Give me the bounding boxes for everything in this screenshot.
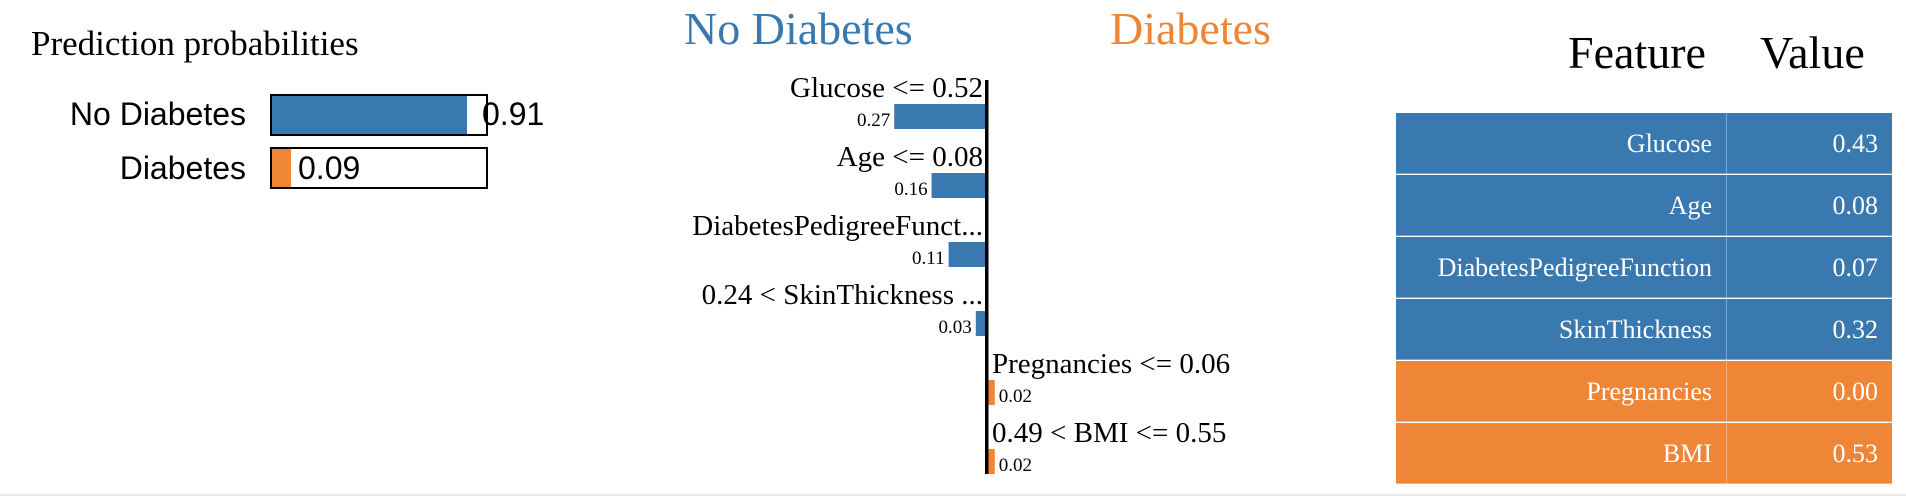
contribution-bar-6 [988, 449, 995, 474]
contribution-label-2: Age <= 0.08 [837, 141, 983, 173]
table-row: BMI 0.53 [1396, 423, 1892, 484]
prob-bar-fill-diabetes [272, 149, 291, 187]
table-header-value: Value [1760, 27, 1865, 78]
contribution-bar-5 [988, 380, 995, 405]
row-divider [1396, 297, 1892, 298]
class-header-diabetes: Diabetes [1110, 3, 1271, 54]
contribution-value-1: 0.27 [857, 110, 890, 131]
cell-divider [1726, 237, 1727, 298]
bottom-divider [0, 494, 1906, 496]
feature-name-cell: SkinThickness [1558, 315, 1712, 344]
feature-value-cell: 0.43 [1832, 129, 1879, 158]
table-header-feature: Feature [1568, 27, 1706, 78]
table-row: Glucose 0.43 [1396, 113, 1892, 174]
prob-label-no-diabetes: No Diabetes [69, 96, 246, 132]
prob-bar-diabetes [270, 147, 488, 189]
contribution-bar-3 [948, 242, 986, 267]
contribution-value-5: 0.02 [999, 386, 1032, 407]
table-row: Age 0.08 [1396, 175, 1892, 236]
contribution-bar-4 [975, 311, 986, 336]
feature-name-cell: Age [1668, 191, 1712, 220]
contribution-value-2: 0.16 [894, 179, 927, 200]
contribution-label-1: Glucose <= 0.52 [790, 72, 983, 104]
feature-name-cell: DiabetesPedigreeFunction [1437, 253, 1712, 282]
cell-divider [1726, 175, 1727, 236]
contribution-value-3: 0.11 [912, 248, 945, 269]
contribution-bar-1 [894, 104, 986, 129]
cell-divider [1726, 299, 1727, 360]
feature-name-cell: Glucose [1626, 129, 1712, 158]
row-divider [1396, 235, 1892, 236]
cell-divider [1726, 423, 1727, 484]
row-divider [1396, 483, 1892, 484]
contribution-label-4: 0.24 < SkinThickness ... [702, 279, 983, 311]
prob-bar-no-diabetes [270, 94, 488, 136]
cell-divider [1726, 113, 1727, 174]
contribution-bar-2 [931, 173, 986, 198]
center-axis [985, 80, 989, 474]
prob-bar-fill-no-diabetes [272, 96, 467, 134]
feature-value-cell: 0.53 [1832, 439, 1879, 468]
feature-value-cell: 0.08 [1832, 191, 1879, 220]
row-divider [1396, 359, 1892, 360]
contribution-label-5: Pregnancies <= 0.06 [992, 348, 1230, 380]
class-header-no-diabetes: No Diabetes [684, 3, 913, 54]
feature-value-cell: 0.32 [1832, 315, 1879, 344]
contribution-value-6: 0.02 [999, 455, 1032, 476]
table-row: DiabetesPedigreeFunction 0.07 [1396, 237, 1892, 298]
contribution-label-3: DiabetesPedigreeFunct... [692, 210, 983, 242]
feature-value-cell: 0.07 [1832, 253, 1879, 282]
prob-value-no-diabetes: 0.91 [482, 96, 545, 132]
contribution-label-6: 0.49 < BMI <= 0.55 [992, 417, 1226, 449]
table-row: Pregnancies 0.00 [1396, 361, 1892, 422]
cell-divider [1726, 361, 1727, 422]
prob-label-diabetes: Diabetes [119, 150, 246, 186]
row-divider [1396, 173, 1892, 174]
feature-name-cell: Pregnancies [1586, 377, 1712, 406]
table-row: SkinThickness 0.32 [1396, 299, 1892, 360]
prob-value-diabetes: 0.09 [298, 150, 361, 186]
row-divider [1396, 421, 1892, 422]
prediction-probabilities-title: Prediction probabilities [31, 24, 359, 63]
contribution-value-4: 0.03 [939, 317, 972, 338]
feature-name-cell: BMI [1662, 439, 1712, 468]
feature-value-cell: 0.00 [1832, 377, 1879, 406]
explanation-chart: No Diabetes Diabetes Glucose <= 0.52 0.27 Ag… [684, 3, 1271, 476]
